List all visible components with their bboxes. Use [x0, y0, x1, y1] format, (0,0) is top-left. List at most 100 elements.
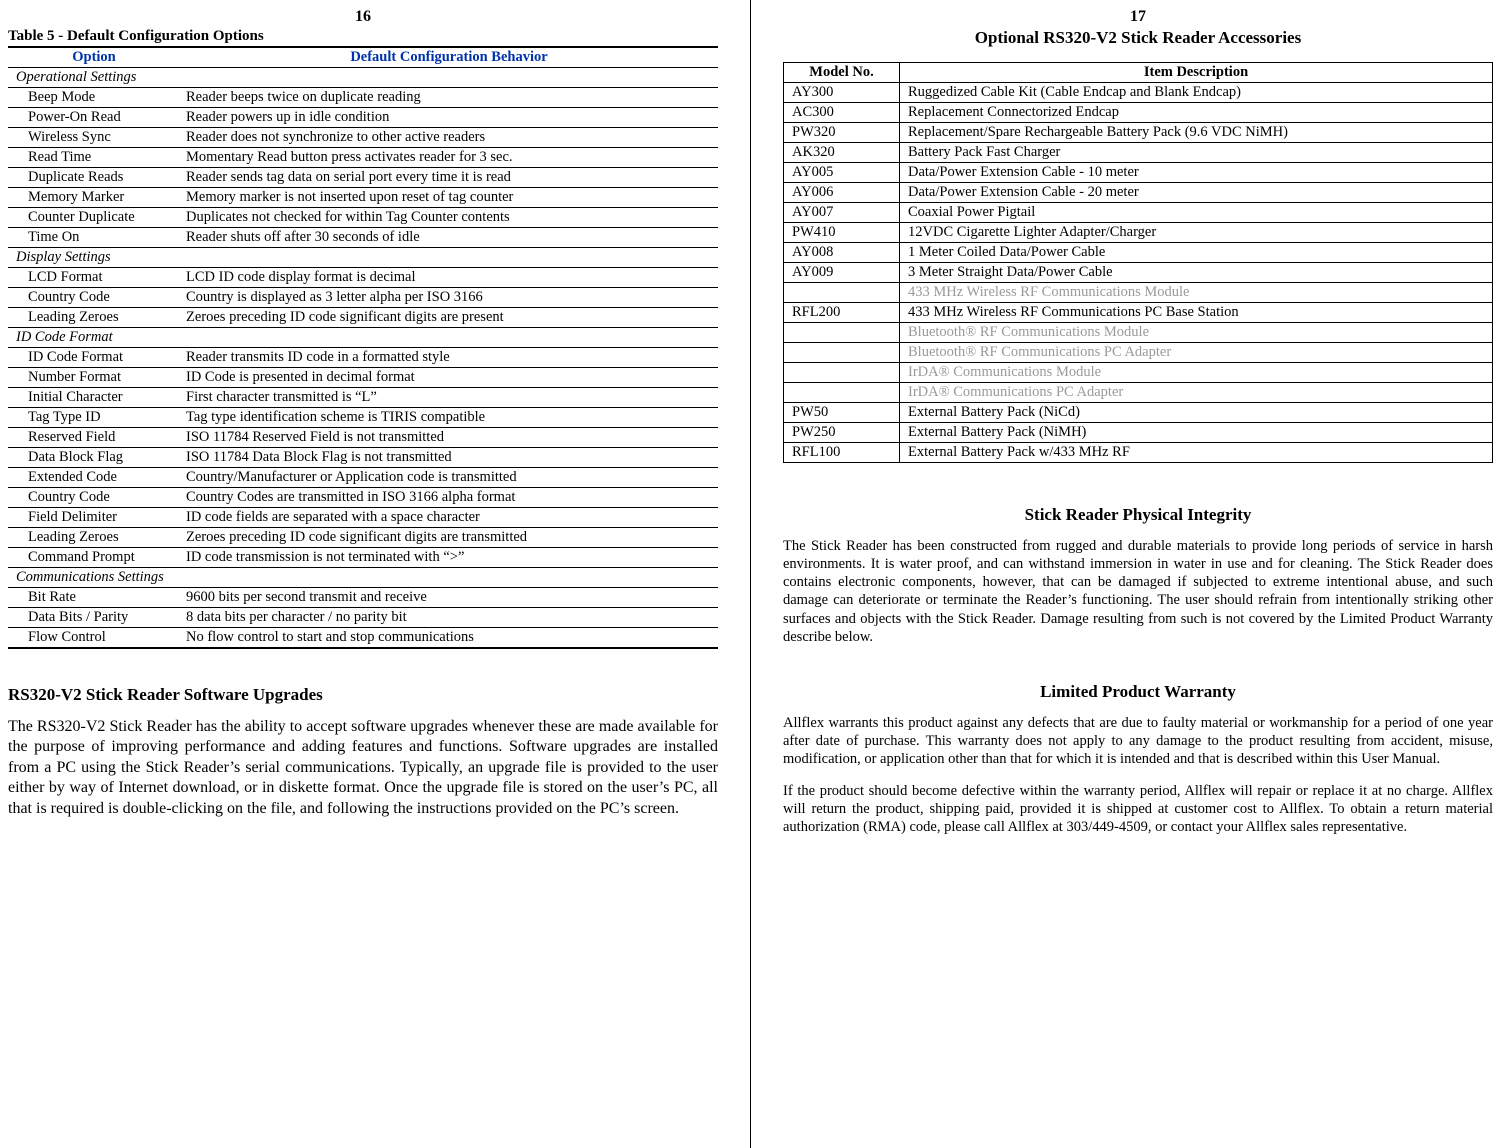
model-cell: PW410	[784, 223, 900, 243]
model-cell: PW250	[784, 423, 900, 443]
option-cell: Data Block Flag	[8, 448, 180, 468]
option-cell: Beep Mode	[8, 88, 180, 108]
description-cell: Data/Power Extension Cable - 10 meter	[900, 163, 1493, 183]
table-row: Leading ZeroesZeroes preceding ID code s…	[8, 308, 718, 328]
model-cell: AY009	[784, 263, 900, 283]
behavior-cell: Country/Manufacturer or Application code…	[180, 468, 718, 488]
description-cell: Ruggedized Cable Kit (Cable Endcap and B…	[900, 83, 1493, 103]
table-row: AK320Battery Pack Fast Charger	[784, 143, 1493, 163]
table-row: PW250External Battery Pack (NiMH)	[784, 423, 1493, 443]
behavior-cell: Memory marker is not inserted upon reset…	[180, 188, 718, 208]
table-row: AY0081 Meter Coiled Data/Power Cable	[784, 243, 1493, 263]
table-row: Display Settings	[8, 248, 718, 268]
model-cell: AY007	[784, 203, 900, 223]
behavior-cell: Duplicates not checked for within Tag Co…	[180, 208, 718, 228]
option-cell: Extended Code	[8, 468, 180, 488]
behavior-cell: No flow control to start and stop commun…	[180, 628, 718, 649]
option-cell: Memory Marker	[8, 188, 180, 208]
description-cell: Bluetooth® RF Communications PC Adapter	[900, 343, 1493, 363]
model-cell: PW50	[784, 403, 900, 423]
behavior-cell: 8 data bits per character / no parity bi…	[180, 608, 718, 628]
table-row: Country CodeCountry Codes are transmitte…	[8, 488, 718, 508]
behavior-cell: ID code transmission is not terminated w…	[180, 548, 718, 568]
table-row: Bluetooth® RF Communications Module	[784, 323, 1493, 343]
table-row: Reserved FieldISO 11784 Reserved Field i…	[8, 428, 718, 448]
table-row: Data Block FlagISO 11784 Data Block Flag…	[8, 448, 718, 468]
warranty-p1: Allflex warrants this product against an…	[783, 714, 1493, 768]
description-cell: IrDA® Communications PC Adapter	[900, 383, 1493, 403]
option-cell: Leading Zeroes	[8, 308, 180, 328]
table-row: Communications Settings	[8, 568, 718, 588]
page-number: 17	[783, 8, 1493, 26]
model-cell: AY006	[784, 183, 900, 203]
table-row: PW41012VDC Cigarette Lighter Adapter/Cha…	[784, 223, 1493, 243]
table-row: Command PromptID code transmission is no…	[8, 548, 718, 568]
table-row: Bit Rate9600 bits per second transmit an…	[8, 588, 718, 608]
model-cell	[784, 343, 900, 363]
model-cell: AY005	[784, 163, 900, 183]
upgrades-body: The RS320-V2 Stick Reader has the abilit…	[8, 717, 718, 819]
behavior-cell: ID code fields are separated with a spac…	[180, 508, 718, 528]
table-row: ID Code Format	[8, 328, 718, 348]
option-cell: Duplicate Reads	[8, 168, 180, 188]
model-cell: AY008	[784, 243, 900, 263]
table-row: Time OnReader shuts off after 30 seconds…	[8, 228, 718, 248]
behavior-cell: 9600 bits per second transmit and receiv…	[180, 588, 718, 608]
page-number: 16	[8, 8, 718, 26]
table-row: Country CodeCountry is displayed as 3 le…	[8, 288, 718, 308]
table-row: Data Bits / Parity8 data bits per charac…	[8, 608, 718, 628]
option-cell: Country Code	[8, 488, 180, 508]
model-cell: PW320	[784, 123, 900, 143]
table5-title: Table 5 - Default Configuration Options	[8, 28, 718, 45]
page-16: 16 Table 5 - Default Configuration Optio…	[0, 0, 751, 1148]
option-cell: Command Prompt	[8, 548, 180, 568]
col-option: Option	[8, 47, 180, 68]
section-label: Operational Settings	[8, 68, 718, 88]
behavior-cell: ID Code is presented in decimal format	[180, 368, 718, 388]
col-behavior: Default Configuration Behavior	[180, 47, 718, 68]
behavior-cell: Zeroes preceding ID code significant dig…	[180, 308, 718, 328]
description-cell: 12VDC Cigarette Lighter Adapter/Charger	[900, 223, 1493, 243]
behavior-cell: LCD ID code display format is decimal	[180, 268, 718, 288]
section-label: Display Settings	[8, 248, 718, 268]
description-cell: 433 MHz Wireless RF Communications Modul…	[900, 283, 1493, 303]
description-cell: External Battery Pack (NiMH)	[900, 423, 1493, 443]
table-row: Duplicate ReadsReader sends tag data on …	[8, 168, 718, 188]
option-cell: Data Bits / Parity	[8, 608, 180, 628]
table-row: PW50External Battery Pack (NiCd)	[784, 403, 1493, 423]
option-cell: Country Code	[8, 288, 180, 308]
behavior-cell: Country is displayed as 3 letter alpha p…	[180, 288, 718, 308]
table-row: AY0093 Meter Straight Data/Power Cable	[784, 263, 1493, 283]
table-row: Number FormatID Code is presented in dec…	[8, 368, 718, 388]
option-cell: Flow Control	[8, 628, 180, 649]
option-cell: ID Code Format	[8, 348, 180, 368]
option-cell: Tag Type ID	[8, 408, 180, 428]
model-cell: RFL100	[784, 443, 900, 463]
model-cell: AC300	[784, 103, 900, 123]
model-cell	[784, 323, 900, 343]
upgrades-heading: RS320-V2 Stick Reader Software Upgrades	[8, 685, 718, 705]
accessories-title: Optional RS320-V2 Stick Reader Accessori…	[783, 28, 1493, 48]
option-cell: Bit Rate	[8, 588, 180, 608]
integrity-heading: Stick Reader Physical Integrity	[783, 505, 1493, 525]
table-row: AC300Replacement Connectorized Endcap	[784, 103, 1493, 123]
table-row: RFL200433 MHz Wireless RF Communications…	[784, 303, 1493, 323]
accessories-table: Model No. Item Description AY300Ruggediz…	[783, 62, 1493, 463]
table-row: Operational Settings	[8, 68, 718, 88]
table-row: Memory MarkerMemory marker is not insert…	[8, 188, 718, 208]
description-cell: Battery Pack Fast Charger	[900, 143, 1493, 163]
table-row: Bluetooth® RF Communications PC Adapter	[784, 343, 1493, 363]
option-cell: Reserved Field	[8, 428, 180, 448]
table-row: IrDA® Communications Module	[784, 363, 1493, 383]
option-cell: Power-On Read	[8, 108, 180, 128]
behavior-cell: Reader shuts off after 30 seconds of idl…	[180, 228, 718, 248]
col-description: Item Description	[900, 63, 1493, 83]
option-cell: Leading Zeroes	[8, 528, 180, 548]
option-cell: Number Format	[8, 368, 180, 388]
table-row: Leading ZeroesZeroes preceding ID code s…	[8, 528, 718, 548]
behavior-cell: Reader powers up in idle condition	[180, 108, 718, 128]
table-row: 433 MHz Wireless RF Communications Modul…	[784, 283, 1493, 303]
option-cell: Time On	[8, 228, 180, 248]
model-cell: RFL200	[784, 303, 900, 323]
table-row: Read TimeMomentary Read button press act…	[8, 148, 718, 168]
